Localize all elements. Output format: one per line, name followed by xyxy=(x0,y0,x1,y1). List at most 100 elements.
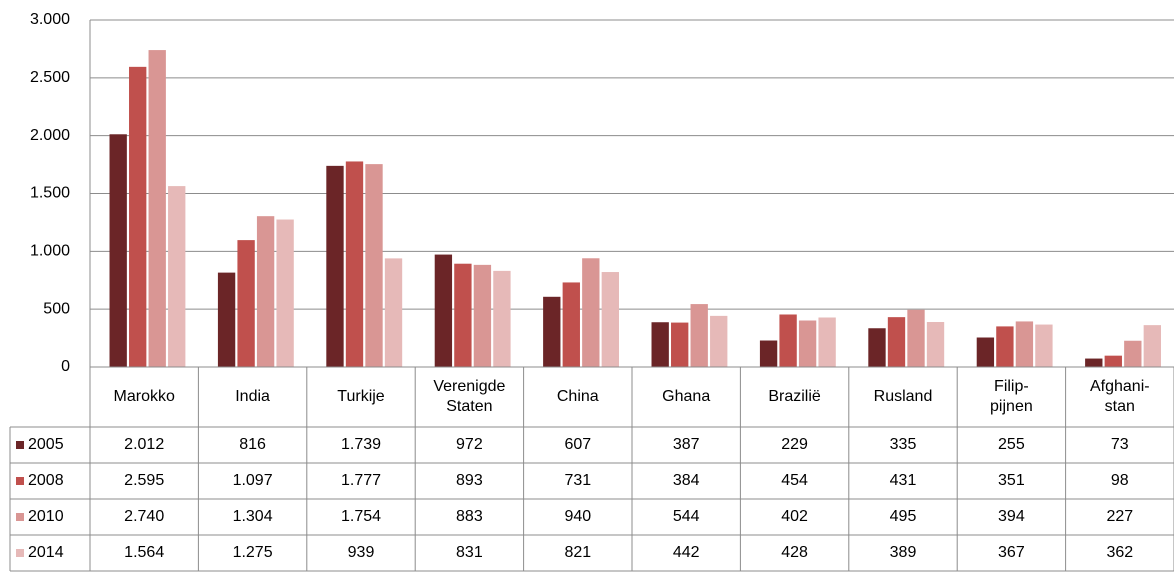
bar xyxy=(907,309,925,367)
category-label: Rusland xyxy=(873,388,933,405)
legend-swatch xyxy=(16,477,24,485)
bar xyxy=(543,296,561,367)
data-label: 351 xyxy=(998,472,1025,489)
legend-label: 2010 xyxy=(28,508,64,525)
data-label: 394 xyxy=(998,508,1025,525)
bar xyxy=(759,340,778,367)
data-label: 1.564 xyxy=(124,544,165,561)
category-label: Verenigde Staten xyxy=(433,378,506,415)
legend-label: 2014 xyxy=(28,544,64,561)
bar xyxy=(1143,325,1161,367)
data-label: 544 xyxy=(672,508,700,525)
data-label: 454 xyxy=(781,472,808,489)
data-label: 731 xyxy=(564,472,592,489)
data-label: 367 xyxy=(998,544,1025,561)
category-label: Ghana xyxy=(662,388,711,405)
bar xyxy=(345,161,364,367)
y-tick-label: 2.500 xyxy=(30,69,70,86)
legend-label: 2005 xyxy=(28,436,64,453)
bar xyxy=(326,165,344,367)
data-label: 1.275 xyxy=(232,544,273,561)
y-tick-label: 1.500 xyxy=(30,185,70,202)
data-label: 335 xyxy=(889,436,917,453)
data-label: 227 xyxy=(1106,508,1134,525)
data-label: 402 xyxy=(781,508,808,525)
legend-label: 2008 xyxy=(28,472,64,489)
bar xyxy=(710,315,728,367)
bar xyxy=(868,328,886,367)
bar xyxy=(168,186,186,367)
legend-swatch xyxy=(16,441,24,449)
bar xyxy=(454,263,472,367)
data-label: 883 xyxy=(456,508,483,525)
bar xyxy=(1015,321,1034,367)
category-label: Marokko xyxy=(113,388,175,405)
legend-swatch xyxy=(16,549,24,557)
data-label: 495 xyxy=(889,508,917,525)
data-label: 229 xyxy=(781,436,808,453)
bar xyxy=(384,258,403,367)
data-label: 939 xyxy=(347,544,375,561)
bar xyxy=(109,134,127,367)
bar xyxy=(1104,355,1122,367)
data-label: 2.740 xyxy=(124,508,165,525)
data-label: 2.595 xyxy=(124,472,165,489)
y-tick-label: 1.000 xyxy=(30,243,70,260)
data-label: 362 xyxy=(1106,544,1134,561)
bar xyxy=(256,216,275,367)
bar xyxy=(217,272,236,367)
data-label: 255 xyxy=(998,436,1025,453)
bar xyxy=(562,282,580,367)
data-label: 831 xyxy=(456,544,483,561)
data-label: 389 xyxy=(889,544,917,561)
category-label: Afghani- stan xyxy=(1089,378,1150,415)
y-tick-label: 2.000 xyxy=(30,127,70,144)
legend-swatch xyxy=(16,513,24,521)
data-label: 607 xyxy=(564,436,592,453)
bar xyxy=(798,320,817,367)
data-label: 73 xyxy=(1110,436,1129,453)
category-label: Filip- pijnen xyxy=(990,378,1033,415)
y-tick-label: 500 xyxy=(43,300,70,317)
bar xyxy=(818,317,836,367)
bar xyxy=(582,258,600,367)
data-label: 893 xyxy=(456,472,483,489)
data-label: 1.304 xyxy=(232,508,273,525)
data-label: 428 xyxy=(781,544,808,561)
bar xyxy=(976,337,995,367)
bar xyxy=(148,50,166,367)
bar xyxy=(1085,358,1103,367)
y-tick-label: 0 xyxy=(61,358,70,375)
data-label: 387 xyxy=(672,436,700,453)
category-label: Brazilië xyxy=(768,388,821,405)
data-label: 98 xyxy=(1110,472,1129,489)
bar xyxy=(493,270,511,367)
bar xyxy=(276,219,294,367)
data-label: 940 xyxy=(564,508,592,525)
data-label: 1.777 xyxy=(340,472,382,489)
category-label: Turkije xyxy=(337,388,385,405)
bar xyxy=(365,164,383,367)
data-label: 384 xyxy=(672,472,700,489)
bar xyxy=(651,322,669,367)
data-label: 972 xyxy=(456,436,483,453)
data-label: 816 xyxy=(239,436,266,453)
bar xyxy=(779,314,797,367)
y-tick-label: 3.000 xyxy=(30,11,70,28)
bar xyxy=(690,304,708,367)
data-label: 1.739 xyxy=(340,436,382,453)
bar xyxy=(671,322,689,367)
bar xyxy=(237,240,255,367)
bar xyxy=(1124,340,1142,367)
bar xyxy=(887,317,906,367)
data-label: 821 xyxy=(564,544,592,561)
bar xyxy=(926,322,945,367)
bar xyxy=(473,264,492,367)
data-label: 1.754 xyxy=(340,508,382,525)
category-label: China xyxy=(556,388,599,405)
data-label: 2.012 xyxy=(124,436,165,453)
bar xyxy=(601,272,619,367)
data-label: 442 xyxy=(672,544,700,561)
